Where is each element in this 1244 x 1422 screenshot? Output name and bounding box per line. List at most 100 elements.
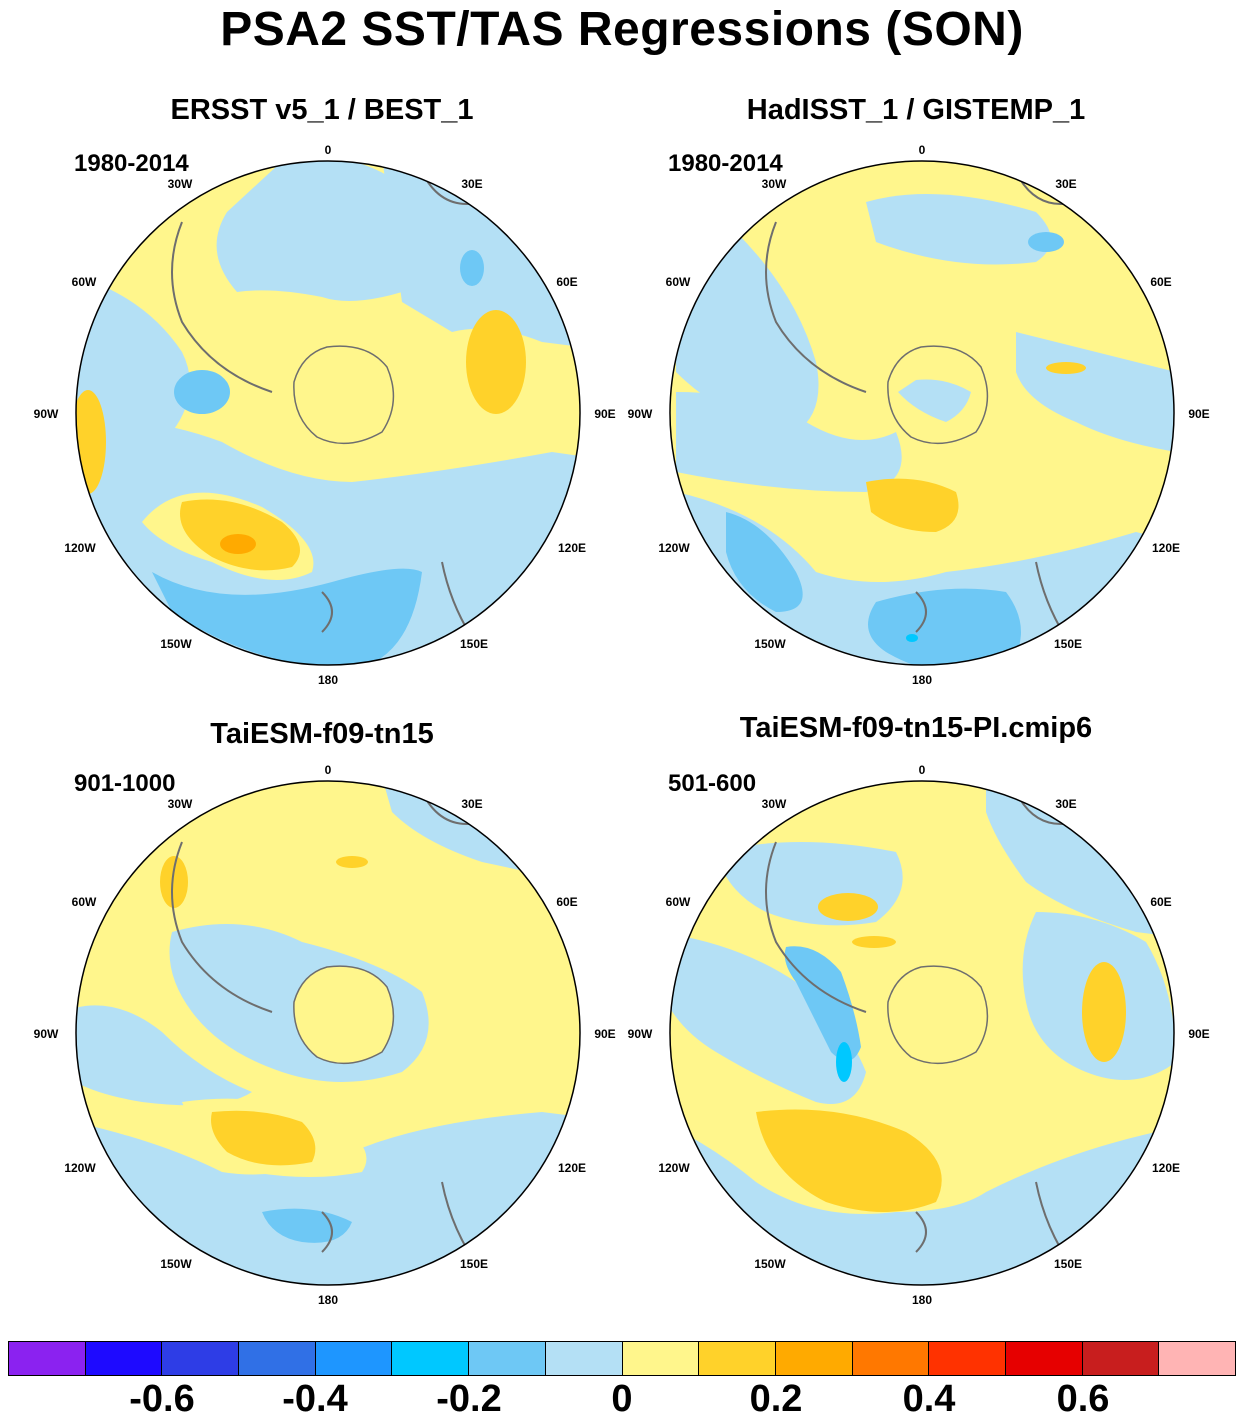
panel-title: HadISST_1 / GISTEMP_1 [746, 94, 1086, 126]
longitude-labels: 0 30E 60E 90E 120E 150E 180 150W 120W 90… [34, 143, 616, 687]
polar-map: 0 30E 60E 90E 120E 150E 180 150W 120W 90… [34, 143, 616, 687]
negative-anomaly [726, 512, 803, 612]
lon-label: 90W [628, 1027, 653, 1041]
colorbar-box-4 [315, 1342, 393, 1375]
antarctica-continent [293, 345, 395, 445]
lon-label: 30E [1055, 177, 1076, 191]
map-boundary [75, 160, 581, 666]
lon-label: 120W [64, 541, 96, 555]
colorbar-label: -0.4 [282, 1378, 348, 1420]
colorbar-label: 0.6 [1056, 1378, 1110, 1420]
positive-anomaly [160, 856, 188, 908]
lon-label: 120E [1152, 541, 1180, 555]
map-panel-hadisst-gistemp: HadISST_1 / GISTEMP_1 1980-2014 0 30E 60… [616, 92, 1216, 712]
polar-map: 0 30E 60E 90E 120E 150E 180 150W 120W 90… [628, 143, 1210, 687]
colorbar-box-6 [469, 1342, 546, 1375]
lon-label: 0 [919, 143, 926, 157]
antarctica-continent [887, 965, 989, 1065]
panel-period: 1980-2014 [668, 150, 783, 177]
colorbar-label: 0.4 [902, 1378, 956, 1420]
lon-label: 60W [666, 895, 691, 909]
negative-region [676, 232, 819, 432]
lon-label: 150E [1054, 637, 1082, 651]
colorbar-box-15 [1159, 1342, 1235, 1375]
positive-anomaly [336, 856, 368, 868]
polar-map: 0 30E 60E 90E 120E 150E 180 150W 120W 90… [34, 763, 616, 1307]
negative-region [898, 379, 971, 422]
negative-region [670, 932, 866, 1104]
negative-anomaly [1028, 232, 1064, 252]
coastline [171, 791, 483, 1273]
lon-label: 150W [160, 1257, 192, 1271]
map-panel-ersst-best: ERSST v5_1 / BEST_1 1980-2014 0 30E 60E [22, 92, 622, 712]
negative-region [866, 194, 1051, 265]
colorbar-label: -0.2 [436, 1378, 502, 1420]
colorbar-box-1 [85, 1342, 163, 1375]
colorbar-box-9 [699, 1342, 776, 1375]
lon-label: 150E [1054, 1257, 1082, 1271]
lon-label: 0 [919, 763, 926, 777]
strong-negative-anomaly [836, 1042, 852, 1082]
lon-label: 120E [1152, 1161, 1180, 1175]
coastline [171, 171, 483, 653]
negative-region [76, 1005, 252, 1106]
lon-label: 180 [318, 673, 338, 687]
negative-anomaly [868, 588, 1021, 665]
colorbar-label: 0.2 [749, 1378, 803, 1420]
lon-label: 90W [34, 407, 59, 421]
lon-label: 120W [658, 1161, 690, 1175]
lon-label: 60E [1150, 275, 1171, 289]
map-panel-taiesm: TaiESM-f09-tn15 901-1000 0 30E 60E 90E 1… [22, 712, 622, 1332]
lon-label: 120W [658, 541, 690, 555]
strong-positive-anomaly [220, 534, 256, 554]
colorbar-box-0 [9, 1342, 86, 1375]
colorbar-box-7 [545, 1342, 623, 1375]
lon-label: 30W [168, 797, 193, 811]
negative-anomaly [174, 370, 230, 414]
colorbar [8, 1341, 1236, 1376]
lon-label: 30W [762, 177, 787, 191]
panel-title: TaiESM-f09-tn15-PI.cmip6 [739, 712, 1093, 744]
lon-label: 150W [754, 637, 786, 651]
negative-region [216, 161, 402, 301]
negative-region [1016, 332, 1174, 452]
positive-anomaly [818, 893, 878, 921]
longitude-labels: 0 30E 60E 90E 120E 150E 180 150W 120W 90… [34, 763, 616, 1307]
colorbar-box-5 [392, 1342, 470, 1375]
polar-map: 0 30E 60E 90E 120E 150E 180 150W 120W 90… [628, 763, 1210, 1307]
lon-label: 180 [318, 1293, 338, 1307]
lon-label: 60E [1150, 895, 1171, 909]
lon-label: 0 [325, 143, 332, 157]
lon-label: 30E [461, 177, 482, 191]
colorbar-box-8 [622, 1342, 700, 1375]
lon-label: 180 [912, 673, 932, 687]
lon-label: 150E [460, 637, 488, 651]
lon-label: 30E [1055, 797, 1076, 811]
panel-period: 1980-2014 [74, 150, 189, 177]
positive-anomaly [756, 1109, 942, 1212]
map-boundary [669, 780, 1175, 1286]
panel-period: 501-600 [668, 770, 757, 797]
lon-label: 60W [72, 895, 97, 909]
positive-anomaly [866, 478, 959, 532]
lon-label: 90W [628, 407, 653, 421]
lon-label: 30W [762, 797, 787, 811]
negative-anomaly [262, 1208, 352, 1243]
colorbar-box-12 [929, 1342, 1006, 1375]
lon-label: 120E [558, 541, 586, 555]
negative-region [676, 392, 902, 492]
lon-label: 150E [460, 1257, 488, 1271]
lon-label: 180 [912, 1293, 932, 1307]
lon-label: 30E [461, 797, 482, 811]
lon-label: 60W [666, 275, 691, 289]
positive-anomaly [1082, 962, 1126, 1062]
lon-label: 120W [64, 1161, 96, 1175]
lon-label: 60W [72, 275, 97, 289]
colorbar-box-3 [239, 1342, 316, 1375]
map-boundary [669, 160, 1175, 666]
lon-label: 150W [160, 637, 192, 651]
colorbar-box-11 [852, 1342, 930, 1375]
lon-label: 150W [754, 1257, 786, 1271]
antarctica-continent [293, 965, 395, 1065]
colorbar-box-10 [775, 1342, 853, 1375]
